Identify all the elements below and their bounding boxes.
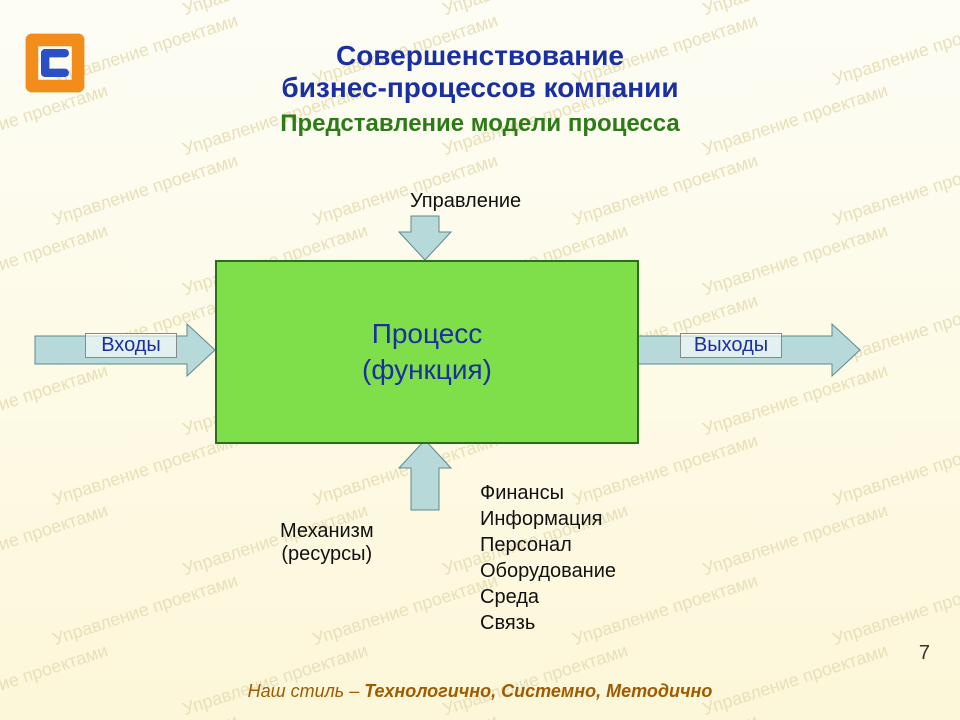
mechanism-line2: (ресурсы) [280, 543, 374, 566]
label-control: Управление [410, 190, 521, 213]
resource-item: Оборудование [480, 558, 616, 584]
subtitle: Представление модели процесса [0, 110, 960, 138]
title-line2: бизнес-процессов компании [0, 72, 960, 104]
mechanism-line1: Механизм [280, 520, 374, 543]
label-outputs: Выходы [680, 333, 782, 358]
footer-motto: Наш стиль – Технологично, Системно, Мето… [0, 681, 960, 702]
resource-list: ФинансыИнформацияПерсоналОборудованиеСре… [480, 480, 616, 636]
process-box: Процесс (функция) [215, 260, 639, 444]
process-line1: Процесс [372, 316, 483, 352]
process-diagram: Процесс (функция) Управление Входы Выход… [0, 170, 960, 650]
page-number: 7 [919, 642, 930, 665]
resource-item: Связь [480, 610, 616, 636]
resource-item: Персонал [480, 532, 616, 558]
label-inputs: Входы [85, 333, 177, 358]
resource-item: Информация [480, 506, 616, 532]
footer-prefix: Наш стиль – [248, 681, 365, 701]
footer-bold: Технологично, Системно, Методично [364, 681, 712, 701]
resource-item: Финансы [480, 480, 616, 506]
process-line2: (функция) [362, 352, 492, 388]
slide: Управление проектамиУправление проектами… [0, 0, 960, 720]
label-mechanism: Механизм (ресурсы) [280, 520, 374, 566]
title-line1: Совершенствование [0, 40, 960, 72]
title-block: Совершенствование бизнес-процессов компа… [0, 40, 960, 138]
resource-item: Среда [480, 584, 616, 610]
